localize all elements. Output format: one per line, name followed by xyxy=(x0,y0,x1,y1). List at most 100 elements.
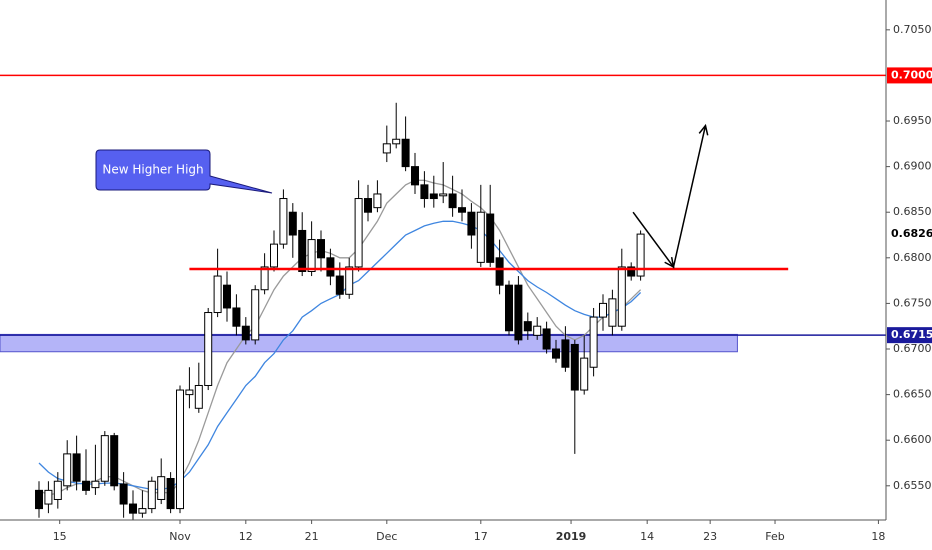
candle-body xyxy=(270,243,279,268)
candle xyxy=(599,294,608,331)
candle-body xyxy=(476,211,485,263)
x-tick-label: Nov xyxy=(169,530,191,543)
candle-body xyxy=(542,328,551,350)
candle xyxy=(166,472,175,514)
callout-box xyxy=(95,149,273,194)
candle-body xyxy=(35,489,44,510)
moving-average xyxy=(38,179,642,496)
candle-body xyxy=(185,389,194,396)
candle-body xyxy=(458,207,467,213)
candle xyxy=(82,449,91,495)
candle-body xyxy=(194,384,203,409)
candle-body xyxy=(147,480,156,510)
candle xyxy=(439,162,448,204)
candle xyxy=(570,339,579,454)
candle-body xyxy=(72,453,81,482)
candle xyxy=(382,125,391,163)
x-tick-label: 23 xyxy=(703,530,717,543)
candle-body xyxy=(552,348,561,359)
candle-body xyxy=(617,266,626,327)
candle-body xyxy=(523,321,532,332)
candle xyxy=(194,362,203,413)
candle-body xyxy=(392,138,401,145)
candle xyxy=(35,481,44,518)
candle xyxy=(223,271,232,322)
candle xyxy=(542,321,551,354)
candle-body xyxy=(119,483,128,505)
x-tick-label: 21 xyxy=(305,530,319,543)
candle xyxy=(307,221,316,277)
last-price-label: 0.68262 xyxy=(891,227,932,240)
candle xyxy=(505,280,514,336)
candle-body xyxy=(382,143,391,154)
candle xyxy=(580,335,589,395)
plot-area xyxy=(0,74,886,521)
candle-body xyxy=(608,298,617,327)
candle-body xyxy=(467,211,476,236)
candle xyxy=(523,312,532,340)
candle xyxy=(91,444,100,495)
candle xyxy=(429,175,438,208)
candle xyxy=(260,253,269,295)
candle-body xyxy=(589,316,598,368)
candle-body xyxy=(486,213,495,263)
candle-body xyxy=(533,325,542,336)
price-label: 0.67152 xyxy=(891,328,932,341)
candle-body xyxy=(505,284,514,332)
candle xyxy=(636,230,645,281)
candle xyxy=(279,189,288,249)
candle-body xyxy=(91,480,100,489)
candle xyxy=(326,248,335,286)
callout-text: New Higher High xyxy=(102,163,203,177)
candle xyxy=(617,248,626,331)
candle xyxy=(185,367,194,409)
candle xyxy=(241,317,250,345)
candle xyxy=(213,248,222,318)
candle-body xyxy=(129,503,138,514)
candle-body xyxy=(420,184,429,200)
candle-body xyxy=(373,193,382,209)
candle xyxy=(420,171,429,208)
candle xyxy=(448,175,457,217)
x-tick-label: 12 xyxy=(239,530,253,543)
candle xyxy=(129,490,138,521)
candle-body xyxy=(157,476,166,500)
candle xyxy=(317,230,326,272)
candle xyxy=(157,458,166,505)
candle-body xyxy=(138,508,147,514)
candle-body xyxy=(317,239,326,259)
candle xyxy=(476,184,485,267)
candle-body xyxy=(561,339,570,368)
y-tick-label: 0.70500 xyxy=(893,23,932,36)
candle xyxy=(458,189,467,222)
candle xyxy=(354,180,363,272)
candle-body xyxy=(241,325,250,341)
price-label-box xyxy=(887,327,932,344)
candle xyxy=(533,317,542,340)
candle xyxy=(495,239,504,295)
candle-body xyxy=(636,233,645,277)
candle-body xyxy=(176,389,185,510)
candle-body xyxy=(495,257,504,286)
candle xyxy=(298,212,307,277)
candle xyxy=(232,294,241,336)
candle-body xyxy=(298,229,307,272)
arrow-head xyxy=(698,123,709,136)
candle-body xyxy=(44,489,53,505)
candle-body xyxy=(401,138,410,168)
candle-body xyxy=(288,211,297,236)
candle-body xyxy=(439,193,448,197)
candle xyxy=(401,116,410,172)
candle xyxy=(270,230,279,272)
candle-body xyxy=(354,198,363,268)
candle xyxy=(486,184,495,267)
